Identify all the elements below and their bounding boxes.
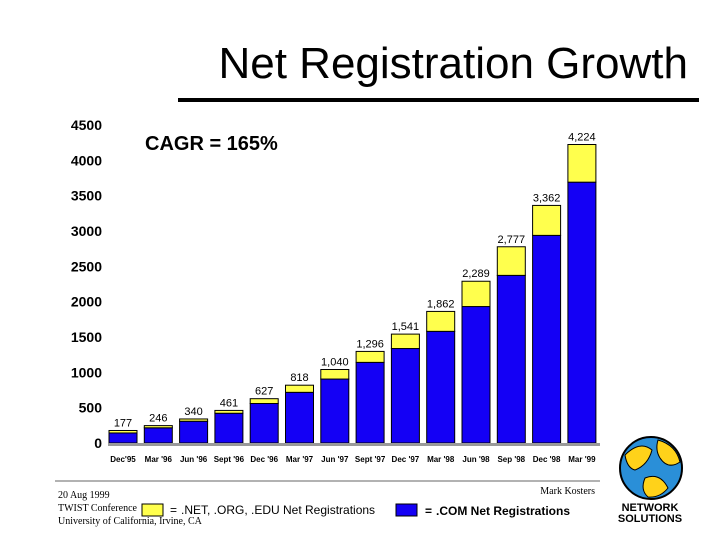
y-tick-label: 4000 (71, 152, 102, 168)
legend-label-other: .NET, .ORG, .EDU Net Registrations (181, 503, 375, 517)
bar-com (496, 274, 526, 444)
footer-venue: University of California, Irvine, CA (58, 516, 203, 527)
x-tick-label: Mar '97 (286, 455, 314, 464)
bar-other (390, 333, 420, 350)
x-tick-label: Jun '98 (462, 455, 490, 464)
data-label: 3,362 (533, 192, 561, 204)
x-tick-label: Jun '97 (321, 455, 349, 464)
bar-com (179, 420, 209, 444)
x-tick-label: Dec'95 (110, 455, 136, 464)
footer-author: Mark Kosters (540, 486, 595, 497)
bar-other (143, 425, 173, 429)
x-tick-label: Sept '97 (355, 455, 386, 464)
title-underline (178, 98, 699, 102)
y-tick-label: 1000 (71, 364, 102, 380)
bar-com (355, 361, 385, 444)
x-axis (108, 443, 600, 446)
x-tick-label: Dec '97 (392, 455, 420, 464)
data-label: 627 (255, 386, 273, 398)
x-tick-label: Dec '96 (250, 455, 278, 464)
bar-com (108, 432, 138, 444)
y-tick-label: 1500 (71, 329, 102, 345)
bar-other (496, 246, 526, 276)
data-label: 1,541 (392, 321, 420, 333)
bar-other (532, 204, 562, 236)
data-label: 340 (184, 406, 202, 418)
bar-other (426, 310, 456, 332)
legend-equals-com: = (425, 504, 432, 518)
logo-line1: NETWORK (622, 502, 679, 514)
y-tick-label: 2000 (71, 294, 102, 310)
data-label: 2,289 (462, 268, 490, 280)
data-label: 1,040 (321, 357, 349, 369)
bar-other (355, 350, 385, 363)
bar-other (285, 384, 314, 393)
data-label: 461 (220, 397, 238, 409)
data-label: 177 (114, 417, 132, 429)
bar-com (285, 391, 314, 444)
bar-other (567, 144, 597, 183)
y-tick-label: 2500 (71, 258, 102, 274)
data-label: 1,296 (356, 338, 384, 350)
bar-other (461, 280, 491, 308)
data-label: 2,777 (498, 234, 526, 246)
network-solutions-logo: NETWORK SOLUTIONS (618, 436, 683, 525)
y-tick-label: 3000 (71, 223, 102, 239)
x-tick-label: Jun '96 (180, 455, 208, 464)
x-tick-label: Dec '98 (533, 455, 561, 464)
legend-equals-other: = (170, 503, 177, 517)
x-tick-label: Mar '98 (427, 455, 455, 464)
data-label: 1,862 (427, 298, 455, 310)
bar-com (461, 306, 491, 444)
bar-com (214, 412, 244, 444)
data-label: 818 (290, 372, 308, 384)
chart-title: Net Registration Growth (218, 39, 688, 88)
bar-com (532, 234, 562, 444)
data-label: 4,224 (568, 132, 596, 144)
y-tick-label: 500 (79, 400, 103, 416)
bar-com (567, 181, 597, 444)
bar-com (390, 348, 420, 444)
bar-other (320, 369, 350, 380)
bar-com (143, 427, 173, 444)
y-tick-label: 0 (94, 435, 102, 451)
cagr-annotation: CAGR = 165% (145, 133, 278, 155)
bar-other (214, 409, 244, 414)
x-tick-label: Sept '96 (214, 455, 245, 464)
x-tick-label: Sep '98 (497, 455, 525, 464)
legend-swatch-other (141, 503, 164, 517)
bar-com (320, 378, 350, 444)
bar-other (108, 429, 138, 434)
logo-line2: SOLUTIONS (618, 513, 682, 525)
bar-other (179, 418, 209, 422)
footer-conference: TWIST Conference (58, 503, 138, 514)
bar-com (426, 330, 456, 444)
legend-label-com: .COM Net Registrations (436, 504, 570, 518)
footer-date: 20 Aug 1999 (58, 490, 110, 501)
y-tick-label: 3500 (71, 188, 102, 204)
legend-swatch-com (395, 503, 418, 517)
x-tick-label: Mar '99 (568, 455, 596, 464)
bar-other (249, 398, 279, 404)
data-label: 246 (149, 413, 167, 425)
y-tick-label: 4500 (71, 117, 102, 133)
bar-com (249, 402, 279, 444)
x-tick-label: Mar '96 (145, 455, 173, 464)
